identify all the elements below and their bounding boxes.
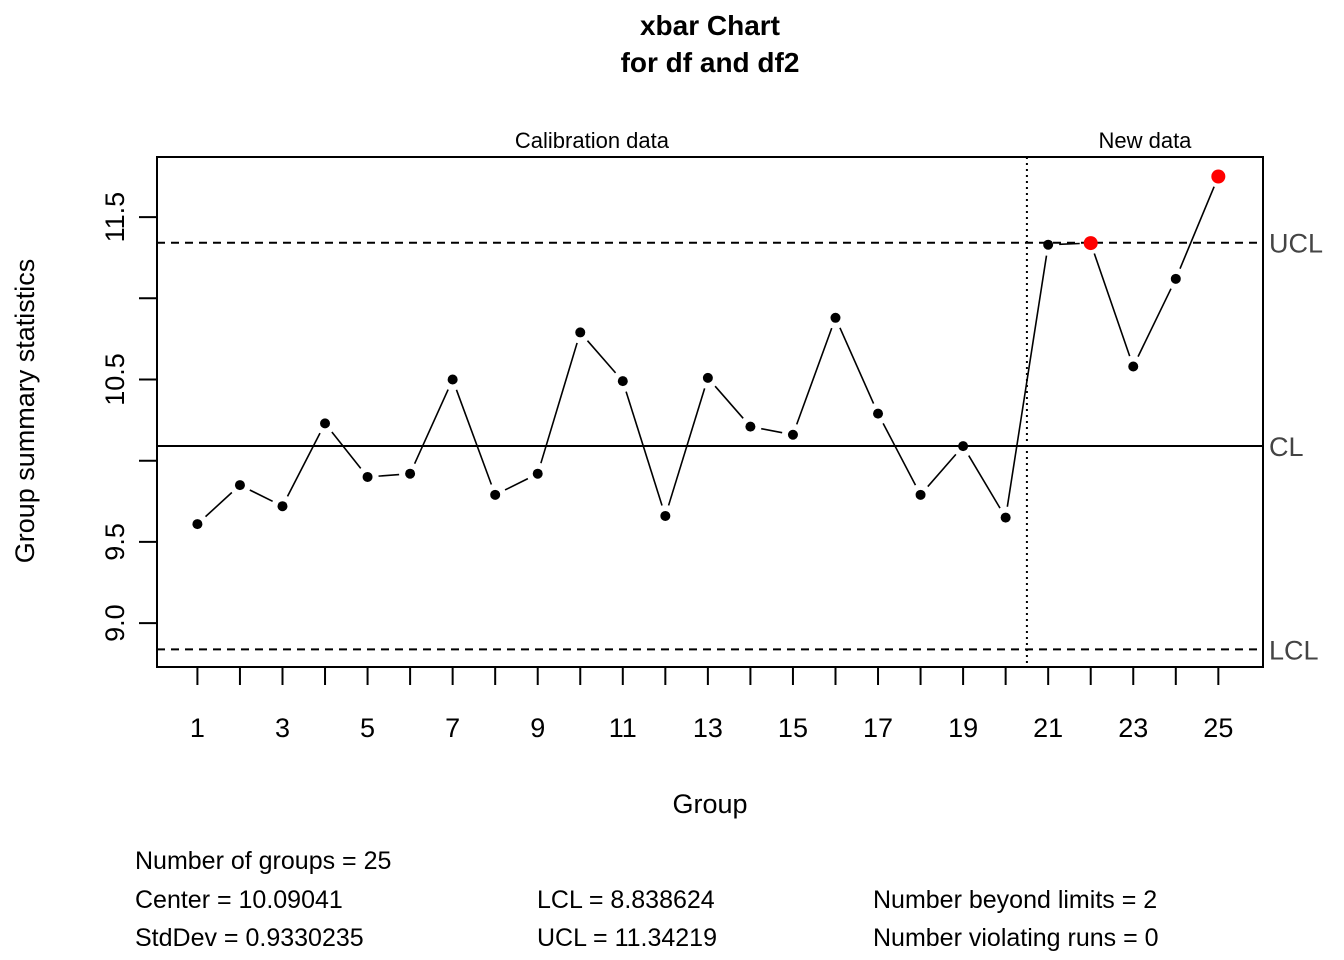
violation-point xyxy=(1083,236,1098,251)
x-tick-label: 17 xyxy=(863,713,893,743)
series-segment xyxy=(378,473,400,477)
x-tick-label: 13 xyxy=(693,713,723,743)
data-point xyxy=(873,408,884,419)
chart-subtitle: for df and df2 xyxy=(621,47,800,78)
series-segment xyxy=(714,385,744,419)
series-segment xyxy=(1006,255,1048,507)
data-point xyxy=(1128,361,1139,372)
data-point xyxy=(447,374,458,385)
series-segment xyxy=(927,453,957,488)
x-tick-label: 5 xyxy=(360,713,375,743)
ucl-label: UCL xyxy=(1269,229,1323,259)
y-tick-label: 9.5 xyxy=(100,523,130,561)
data-point xyxy=(277,501,288,512)
series-segment xyxy=(795,327,833,425)
x-tick-label: 23 xyxy=(1118,713,1148,743)
data-point xyxy=(234,480,245,491)
series-segment xyxy=(1179,186,1215,269)
lcl-label: LCL xyxy=(1269,635,1319,665)
data-point xyxy=(617,376,628,387)
series-segment xyxy=(204,491,233,518)
stat-center: Center = 10.09041 xyxy=(135,886,343,914)
series-segment xyxy=(586,340,617,374)
series-segment xyxy=(504,477,529,491)
x-tick-label: 11 xyxy=(609,713,637,743)
stat-violating-runs: Number violating runs = 0 xyxy=(873,924,1159,952)
series-segment xyxy=(1059,242,1080,246)
data-point xyxy=(830,312,841,323)
y-axis-label: Group summary statistics xyxy=(10,259,40,564)
series-segment xyxy=(1137,288,1172,357)
data-point xyxy=(192,519,203,530)
data-point xyxy=(1000,512,1011,523)
chart-title: xbar Chart xyxy=(640,10,780,41)
x-tick-label: 21 xyxy=(1033,713,1063,743)
data-point xyxy=(745,421,756,432)
data-point xyxy=(490,489,501,500)
data-point xyxy=(958,441,969,452)
series-segment xyxy=(249,489,273,503)
series-segment xyxy=(882,422,917,486)
data-point xyxy=(405,468,416,479)
data-point xyxy=(320,418,331,429)
y-tick-label: 9.0 xyxy=(100,604,130,642)
data-point xyxy=(702,372,713,383)
series-segment xyxy=(1093,253,1131,357)
x-tick-label: 19 xyxy=(948,713,978,743)
series-segment xyxy=(286,432,321,497)
x-tick-label: 25 xyxy=(1203,713,1233,743)
series-segment xyxy=(540,342,578,464)
series-segment xyxy=(839,327,875,404)
data-point xyxy=(660,510,671,521)
section-label-new: New data xyxy=(1098,128,1192,153)
data-point xyxy=(915,489,926,500)
series-segment xyxy=(625,391,663,506)
plot-frame xyxy=(156,156,1264,668)
stat-ucl: UCL = 11.34219 xyxy=(537,924,717,952)
series-segment xyxy=(667,388,706,506)
violation-point xyxy=(1211,169,1226,184)
section-label-calibration: Calibration data xyxy=(515,128,670,153)
x-axis-label: Group xyxy=(672,789,747,819)
cl-label: CL xyxy=(1269,432,1304,462)
data-point xyxy=(532,468,543,479)
data-point xyxy=(1170,273,1181,284)
data-point xyxy=(362,471,373,482)
x-tick-label: 15 xyxy=(778,713,808,743)
series-segment xyxy=(968,455,1001,509)
series-segment xyxy=(331,431,362,469)
stat-number-of-groups: Number of groups = 25 xyxy=(135,847,392,875)
stat-lcl: LCL = 8.838624 xyxy=(537,886,715,914)
y-tick-label: 11.5 xyxy=(100,192,130,243)
series-segment xyxy=(455,389,493,485)
x-tick-label: 3 xyxy=(275,713,290,743)
data-point xyxy=(1043,239,1054,250)
x-tick-label: 9 xyxy=(530,713,545,743)
series-segment xyxy=(761,427,783,434)
data-point xyxy=(575,327,586,338)
x-tick-label: 1 xyxy=(190,713,205,743)
x-tick-label: 7 xyxy=(445,713,460,743)
data-point xyxy=(787,429,798,440)
y-tick-label: 10.5 xyxy=(100,353,130,406)
stat-stddev: StdDev = 0.9330235 xyxy=(135,924,364,952)
series-segment xyxy=(413,389,449,465)
stat-beyond-limits: Number beyond limits = 2 xyxy=(873,886,1158,914)
